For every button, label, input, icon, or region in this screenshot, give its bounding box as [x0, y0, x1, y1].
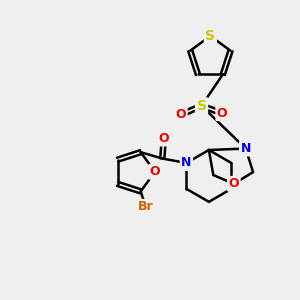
Text: S: S: [206, 29, 215, 43]
Text: Br: Br: [138, 200, 154, 213]
Text: O: O: [158, 132, 169, 145]
Text: S: S: [196, 99, 206, 113]
Text: N: N: [181, 157, 192, 169]
Text: O: O: [150, 165, 160, 178]
Text: O: O: [229, 177, 239, 190]
Text: O: O: [176, 108, 186, 121]
Text: O: O: [217, 107, 227, 120]
Text: N: N: [241, 142, 251, 155]
